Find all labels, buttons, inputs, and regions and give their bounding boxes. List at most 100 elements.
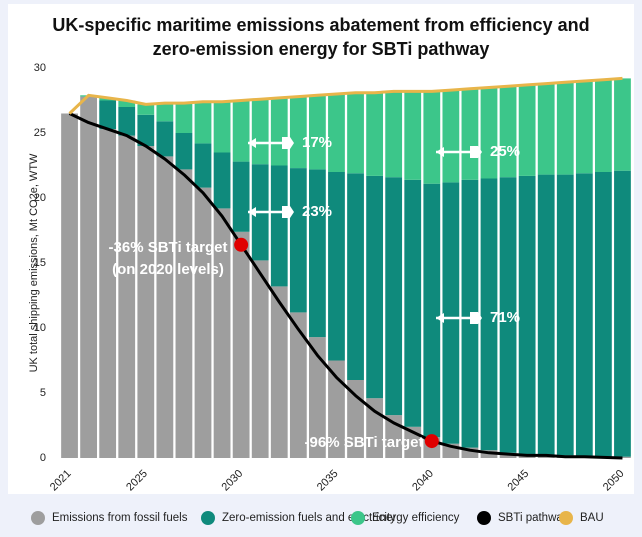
chart-title: zero-emission energy for SBTi pathway (153, 39, 490, 59)
bar-segment (232, 231, 250, 458)
bar-segment (137, 114, 155, 146)
annotation: 71% (490, 309, 520, 326)
bar-segment (614, 78, 631, 171)
bar-segment (270, 97, 288, 166)
bar-segment (118, 100, 136, 107)
bar-segment (99, 129, 117, 458)
bar-segment (99, 100, 117, 130)
bar-segment (347, 92, 364, 174)
legend-label: Energy efficiency (372, 512, 460, 524)
bar-segment (328, 172, 345, 361)
bar-segment (289, 96, 307, 169)
annotation: (on 2020 levels) (112, 261, 224, 278)
y-tick-label: 10 (34, 322, 46, 334)
line (68, 76, 623, 115)
bar-segment (232, 161, 250, 232)
bar-segment (156, 156, 174, 458)
bar-segment (518, 175, 536, 455)
y-tick-label: 30 (34, 62, 46, 74)
bar-segment (80, 96, 97, 458)
y-axis-label: UK total shipping emissions, Mt CO2e, WT… (28, 153, 40, 372)
arrow-tail (282, 137, 294, 149)
bar-segment (423, 183, 441, 438)
bar-segment (404, 91, 422, 180)
bar-segment (366, 175, 383, 399)
bar-segment (309, 169, 326, 338)
arrow-tail (470, 312, 482, 324)
bar-segment (309, 337, 326, 458)
bar-segment (556, 82, 574, 175)
bar-segment (595, 172, 612, 457)
legend-label: Zero-emission fuels and electricity (222, 512, 396, 524)
bar-segment (175, 133, 193, 170)
chart-title: UK-specific maritime emissions abatement… (52, 15, 589, 35)
legend-swatch (559, 511, 573, 525)
annotation: -36% SBTi target (109, 239, 228, 256)
annotation: 25% (490, 143, 520, 160)
bar-segment (499, 86, 517, 178)
bar-segment (423, 91, 441, 184)
bar-segment (518, 84, 536, 176)
arrow-tail (282, 206, 294, 218)
bar-segment (118, 107, 136, 136)
bar-segment (461, 88, 479, 180)
bar-segment (118, 135, 136, 458)
bar-segment (194, 187, 212, 458)
bar-segment (442, 182, 460, 444)
arrow-head (436, 313, 444, 323)
bar-segment (480, 87, 498, 179)
bar-segment (194, 101, 212, 144)
bar-segment (213, 101, 231, 153)
bar-segment (289, 312, 307, 458)
bar-segment (385, 91, 403, 178)
bar-segment (595, 79, 612, 172)
bar-segment (480, 178, 498, 451)
y-tick-label: 5 (40, 387, 46, 399)
bar-segment (156, 103, 174, 122)
annotation: 23% (302, 203, 332, 220)
arrow-tail (470, 146, 482, 158)
bar-segment (309, 95, 326, 170)
legend-swatch (351, 511, 365, 525)
bar-segment (575, 81, 593, 174)
bar-segment (194, 143, 212, 188)
bar-segment (385, 177, 403, 416)
y-tick-label: 25 (34, 127, 46, 139)
bar-segment (461, 447, 479, 458)
bar-segment (289, 168, 307, 313)
bar-segment (328, 94, 345, 172)
arrow-head (248, 138, 256, 148)
bar-segment (537, 174, 555, 456)
target-dot (424, 434, 439, 449)
legend-swatch (477, 511, 491, 525)
bar-segment (232, 100, 250, 162)
bar-segment (461, 179, 479, 448)
bar-segment (251, 99, 269, 165)
bar-segment (575, 173, 593, 457)
bar-segment (61, 113, 78, 458)
bar-segment (404, 179, 422, 427)
legend-label: Emissions from fossil fuels (52, 512, 188, 524)
bar-segment (213, 208, 231, 458)
bar-segment (347, 173, 364, 380)
annotation: -96% SBTi target (305, 434, 424, 451)
y-tick-label: 20 (34, 192, 46, 204)
bar-segment (537, 83, 555, 175)
target-dot (234, 237, 249, 252)
bar-segment (156, 121, 174, 157)
bar-segment (499, 177, 517, 453)
bar-segment (137, 146, 155, 458)
legend-swatch (201, 511, 215, 525)
annotation: 17% (302, 134, 332, 151)
bar-segment (556, 174, 574, 456)
bar-segment (442, 90, 460, 183)
bar-segment (366, 92, 383, 176)
legend-label: BAU (580, 512, 604, 524)
bar-segment (175, 103, 193, 133)
line (68, 112, 623, 460)
y-tick-label: 15 (34, 257, 46, 269)
legend-swatch (31, 511, 45, 525)
bar-segment (137, 104, 155, 115)
bar-segment (213, 152, 231, 209)
